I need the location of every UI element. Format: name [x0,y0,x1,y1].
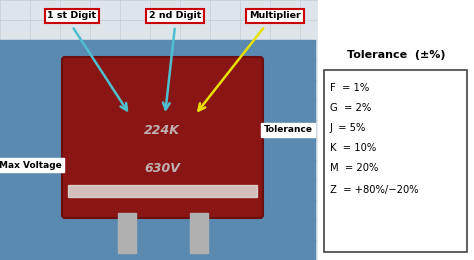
FancyBboxPatch shape [62,57,263,218]
Bar [118,213,136,253]
Bar [324,70,467,252]
Text: J  = 5%: J = 5% [330,123,366,133]
Text: 1 st Digit: 1 st Digit [47,11,97,21]
Text: Multiplier: Multiplier [249,11,301,21]
Text: 224K: 224K [144,124,180,136]
Bar [0,40,315,260]
Text: F  = 1%: F = 1% [330,83,369,93]
Text: 2 nd Digit: 2 nd Digit [149,11,201,21]
Bar [68,185,257,197]
Text: Z  = +80%/−20%: Z = +80%/−20% [330,185,419,195]
Bar [190,213,208,253]
Text: K  = 10%: K = 10% [330,143,376,153]
Text: 630V: 630V [144,161,180,174]
Bar [318,0,474,260]
Text: G  = 2%: G = 2% [330,103,371,113]
Text: Max Voltage: Max Voltage [0,160,61,170]
Text: Tolerance  (±%): Tolerance (±%) [347,50,445,60]
Text: M  = 20%: M = 20% [330,163,378,173]
Text: Tolerance: Tolerance [264,126,312,134]
